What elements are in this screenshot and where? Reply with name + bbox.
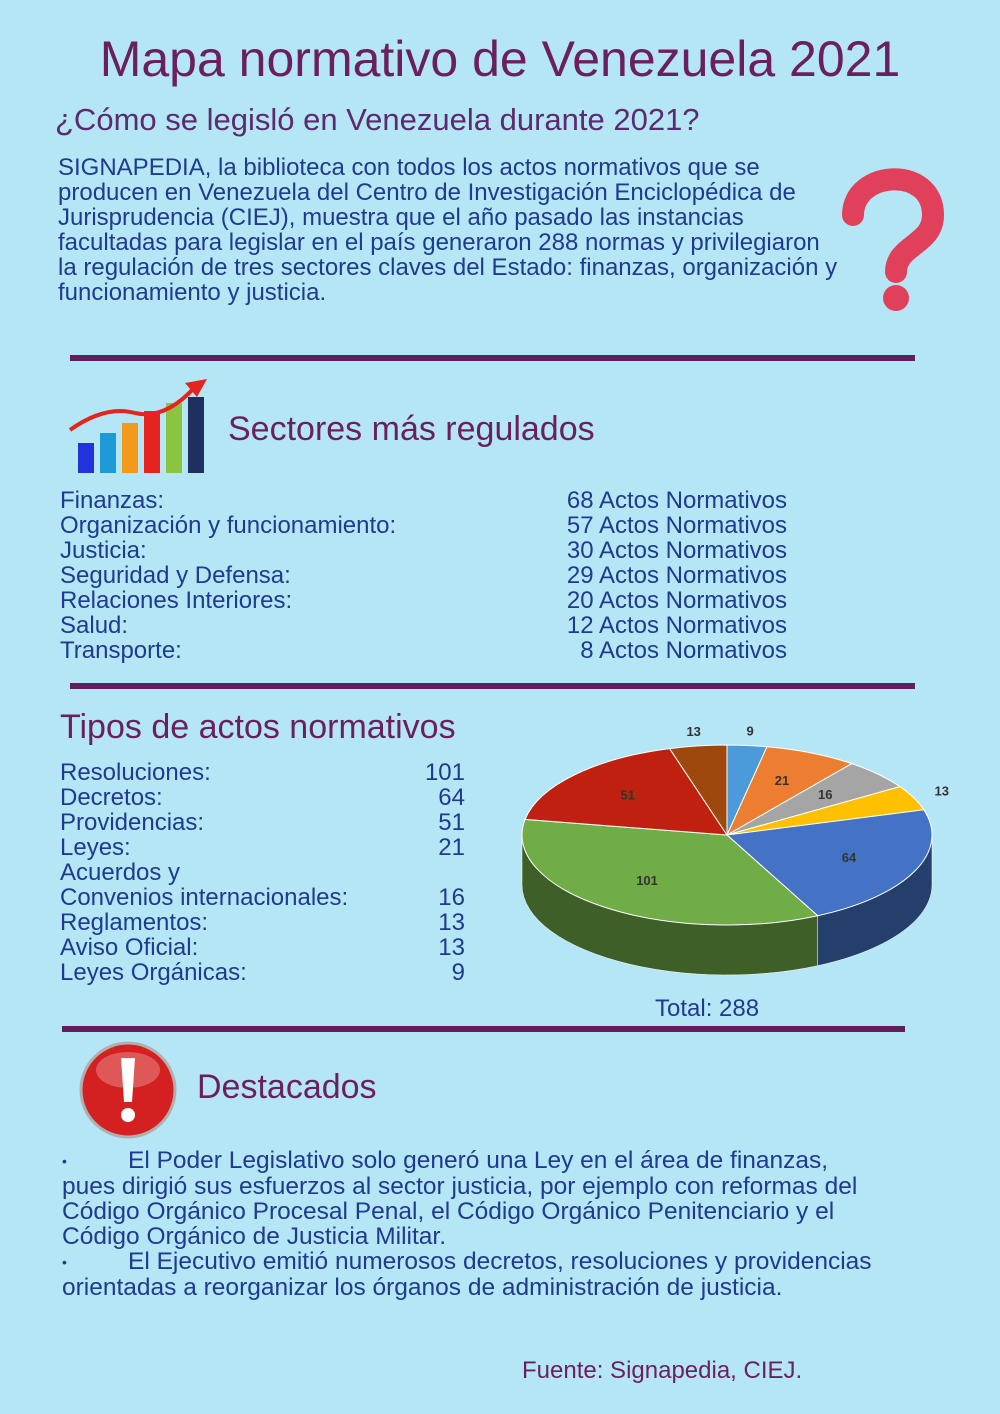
section-heading: Tipos de actos normativos: [60, 708, 456, 746]
list-row: Aviso Oficial: 13: [60, 935, 465, 960]
list-row: Providencias: 51: [60, 810, 465, 835]
section-heading: Destacados: [197, 1068, 377, 1106]
row-value: 64: [438, 784, 465, 811]
row-value: 51: [438, 809, 465, 836]
data-label: 9: [746, 723, 753, 738]
source: Fuente: Signapedia, CIEJ.: [522, 1357, 803, 1384]
row-label: Providencias:: [60, 809, 205, 836]
row-label: Seguridad y Defensa:: [60, 562, 291, 589]
row-value: 13: [438, 934, 465, 961]
row-label: Finanzas:: [60, 487, 165, 514]
pie-slice: [521, 818, 819, 926]
row-label: Salud:: [60, 612, 129, 639]
list-row: Reglamentos: 13: [60, 910, 465, 935]
data-label: 101: [636, 873, 658, 888]
title: Mapa normativo de Venezuela 2021: [99, 31, 901, 87]
row-value: 101: [424, 759, 465, 786]
list-row: Finanzas: 68 Actos Normativos: [60, 488, 787, 513]
data-label: 13: [686, 724, 700, 739]
subtitle: ¿Cómo se legisló en Venezuela durante 20…: [55, 102, 700, 137]
row-value: 68 Actos Normativos: [566, 487, 787, 514]
row-value: 20 Actos Normativos: [566, 587, 787, 614]
row-label: Justicia:: [60, 537, 147, 564]
pie-slice: [725, 809, 933, 917]
bullet: El Poder Legislativo solo generó una Ley…: [62, 1148, 872, 1249]
data-label: 64: [842, 850, 857, 865]
row-value: 29 Actos Normativos: [566, 562, 787, 589]
list-row: Acuerdos y Convenios internacionales: 16: [60, 860, 465, 910]
row-value: 30 Actos Normativos: [566, 537, 787, 564]
list-row: Seguridad y Defensa: 29 Actos Normativos: [60, 563, 787, 588]
row-label: Decretos:: [60, 784, 163, 811]
data-label: 13: [935, 784, 949, 799]
list-row: Leyes Orgánicas: 9: [60, 960, 465, 985]
row-label: Relaciones Interiores:: [60, 587, 293, 614]
total: Total: 288: [655, 995, 760, 1022]
section-heading: Sectores más regulados: [228, 410, 595, 448]
list-row: Organización y funcionamiento: 57 Actos N…: [60, 513, 787, 538]
list-row: Salud: 12 Actos Normativos: [60, 613, 787, 638]
row-value: 8 Actos Normativos: [580, 637, 787, 664]
highlights: El Poder Legislativo solo generó una Ley…: [62, 1148, 872, 1300]
list-row: Resoluciones: 101: [60, 760, 465, 785]
alert-icon: [79, 1041, 177, 1139]
row-value: 16: [438, 884, 465, 911]
type-list: Resoluciones: 101 Decretos: 64 Providencias:…: [60, 760, 465, 985]
row-value: 57 Actos Normativos: [566, 512, 787, 539]
divider: [70, 355, 915, 361]
row-label: Resoluciones:: [60, 759, 211, 786]
list-row: Relaciones Interiores: 20 Actos Normativo…: [60, 588, 787, 613]
row-value: 12 Actos Normativos: [566, 612, 787, 639]
data-label: 16: [818, 787, 832, 802]
row-label: Transporte:: [60, 637, 182, 664]
pie-chart: 9 21 16 13 64 101 51 13: [521, 723, 949, 976]
question-icon: [842, 168, 945, 311]
row-label: Reglamentos:: [60, 909, 209, 936]
row-label: Organización y funcionamiento:: [60, 512, 397, 539]
chart-icon: [68, 379, 207, 473]
row-value: 9: [451, 959, 465, 986]
row-label: Leyes:: [60, 834, 131, 861]
row-label: Acuerdos y Convenios internacionales:: [60, 859, 349, 911]
list-row: Leyes: 21: [60, 835, 465, 860]
row-value: 13: [438, 909, 465, 936]
list-row: Justicia: 30 Actos Normativos: [60, 538, 787, 563]
pie-slice: [668, 744, 728, 837]
list-row: Decretos: 64: [60, 785, 465, 810]
row-value: 21: [438, 834, 465, 861]
list-row: Transporte: 8 Actos Normativos: [60, 638, 787, 663]
pie-slice: [524, 748, 728, 836]
divider: [62, 1026, 905, 1032]
data-label: 21: [775, 773, 789, 788]
intro: SIGNAPEDIA, la biblioteca con todos los …: [58, 154, 838, 306]
row-label: Leyes Orgánicas:: [60, 959, 247, 986]
divider: [70, 683, 915, 689]
data-label: 51: [621, 787, 635, 802]
bullet: El Ejecutivo emitió numerosos decretos, …: [62, 1249, 872, 1300]
row-label: Aviso Oficial:: [60, 934, 199, 961]
sector-list: Finanzas: 68 Actos Normativos Organización…: [60, 488, 787, 663]
